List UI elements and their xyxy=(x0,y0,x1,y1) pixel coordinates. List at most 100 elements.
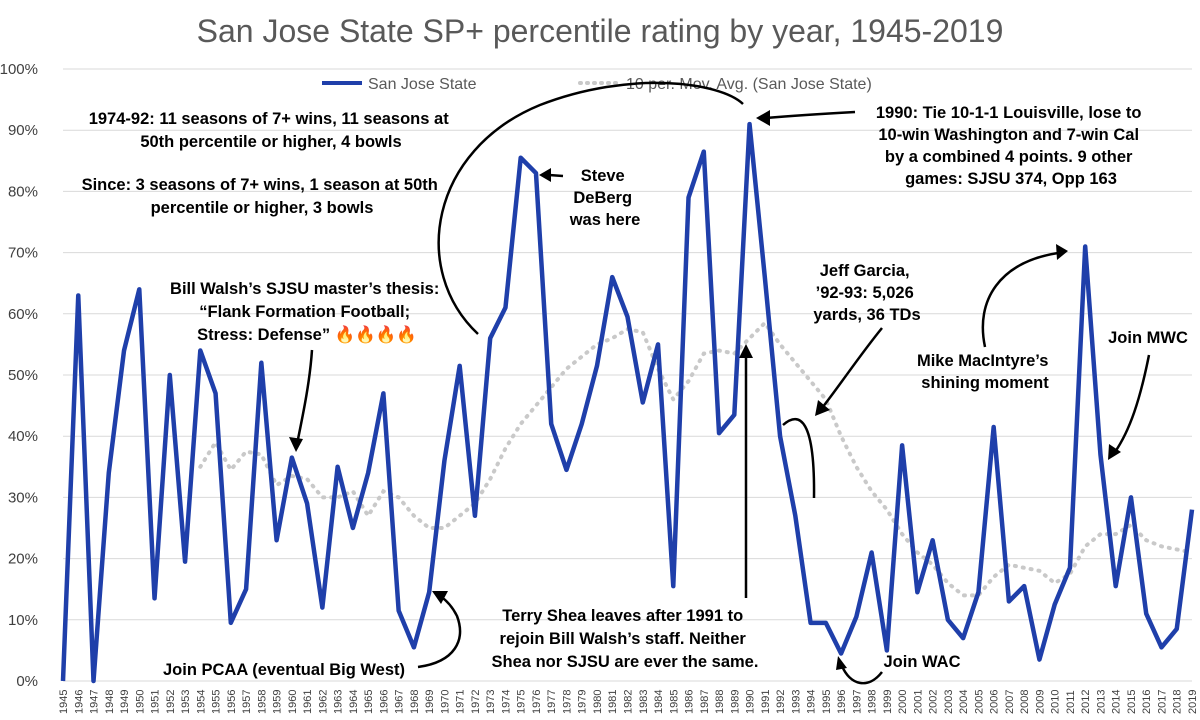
x-tick-label: 1958 xyxy=(256,690,268,714)
x-tick-label: 2015 xyxy=(1126,690,1138,714)
x-tick-label: 1971 xyxy=(455,690,467,714)
x-tick-label: 1991 xyxy=(760,690,772,714)
x-tick-label: 2003 xyxy=(943,690,955,714)
annotation-deberg-line: was here xyxy=(569,211,641,229)
y-tick-label: 80% xyxy=(8,183,38,200)
annotation-walsh-thesis: Bill Walsh’s SJSU master’s thesis: “Flan… xyxy=(170,280,444,344)
annotation-join-wac: Join WAC xyxy=(884,653,961,671)
x-tick-label: 2011 xyxy=(1065,690,1077,714)
annotation-garcia-line: yards, 36 TDs xyxy=(813,306,920,324)
gridlines xyxy=(63,68,1192,682)
x-tick-label: 1990 xyxy=(745,690,757,714)
arrow-wac xyxy=(840,665,883,685)
annotation-since-stats-line: percentile or higher, 3 bowls xyxy=(151,199,374,217)
arrow-1990 xyxy=(765,110,856,120)
x-tick-label: 1984 xyxy=(653,690,665,714)
x-tick-label: 2018 xyxy=(1172,690,1184,714)
x-tick-label: 1963 xyxy=(333,690,345,714)
x-tick-label: 1959 xyxy=(272,690,284,714)
annotation-macintyre-line: shining moment xyxy=(921,374,1049,392)
arrow-mwc xyxy=(1113,354,1151,453)
annotation-deberg: Steve DeBerg was here xyxy=(569,167,641,229)
x-tick-label: 1980 xyxy=(592,690,604,714)
x-tick-label: 1961 xyxy=(302,690,314,714)
annotation-walsh-thesis-line: Stress: Defense” 🔥🔥🔥🔥 xyxy=(197,325,417,344)
arrowhead-mwc xyxy=(1108,444,1121,460)
annotation-macintyre-line: Mike MacIntyre’s xyxy=(917,352,1048,370)
annotation-join-mwc-line: Join MWC xyxy=(1108,329,1188,347)
arrow-walsh xyxy=(295,349,314,445)
series-line-sjsu xyxy=(60,121,1195,684)
y-tick-label: 90% xyxy=(8,122,38,139)
x-tick-label: 2014 xyxy=(1111,690,1123,714)
x-tick-label: 2000 xyxy=(897,690,909,714)
annotation-garcia-line: ’92-93: 5,026 xyxy=(816,284,914,302)
x-tick-label: 1992 xyxy=(775,690,787,714)
y-tick-label: 70% xyxy=(8,245,38,262)
y-tick-label: 20% xyxy=(8,551,38,568)
annotation-since-stats-line: Since: 3 seasons of 7+ wins, 1 season at… xyxy=(82,176,438,194)
x-tick-label: 2016 xyxy=(1141,690,1153,714)
x-tick-label: 1978 xyxy=(561,690,573,714)
x-tick-label: 1989 xyxy=(729,690,741,714)
legend: San Jose State 10 per. Mov. Avg. (San Jo… xyxy=(322,76,872,93)
x-tick-label: 1957 xyxy=(241,690,253,714)
annotation-walsh-thesis-line: Bill Walsh’s SJSU master’s thesis: xyxy=(170,280,439,298)
x-tick-label: 1954 xyxy=(195,690,207,714)
annotation-shea: Terry Shea leaves after 1991 to rejoin B… xyxy=(492,607,759,671)
y-tick-label: 60% xyxy=(8,306,38,323)
annotation-early-stats-line: 1974-92: 11 seasons of 7+ wins, 11 seaso… xyxy=(89,110,450,128)
legend-label-sjsu: San Jose State xyxy=(368,76,477,93)
x-tick-label: 1977 xyxy=(546,690,558,714)
annotation-1990-line: 10-win Washington and 7-win Cal xyxy=(878,126,1139,144)
annotation-join-pcaa: Join PCAA (eventual Big West) xyxy=(163,661,405,679)
x-tick-label: 2007 xyxy=(1004,690,1016,714)
x-tick-label: 1998 xyxy=(867,690,879,714)
annotation-since-stats: Since: 3 seasons of 7+ wins, 1 season at… xyxy=(82,176,443,217)
x-tick-label: 2019 xyxy=(1187,690,1199,714)
annotation-shea-line: rejoin Bill Walsh’s staff. Neither xyxy=(500,630,747,648)
series-group xyxy=(60,121,1195,684)
annotation-1990-line: by a combined 4 points. 9 other xyxy=(885,148,1133,166)
arrowhead-macintyre xyxy=(1056,244,1068,260)
x-tick-label: 1987 xyxy=(699,690,711,714)
x-tick-label: 1952 xyxy=(165,690,177,714)
x-tick-label: 1964 xyxy=(348,690,360,714)
x-tick-label: 1955 xyxy=(211,690,223,714)
x-tick-label: 1988 xyxy=(714,690,726,714)
arrowhead-deberg xyxy=(539,168,551,182)
arrow-1990-loop xyxy=(437,81,744,335)
x-tick-label: 1983 xyxy=(638,690,650,714)
x-tick-label: 1950 xyxy=(134,690,146,714)
x-tick-label: 1949 xyxy=(119,690,131,714)
arrow-garcia-hook xyxy=(782,417,816,499)
x-axis-ticks: 1945 1946 1947 1948 1949 1950 1951 1952 1953 1954… xyxy=(58,690,1199,714)
annotation-deberg-line: DeBerg xyxy=(573,189,632,207)
annotation-garcia: Jeff Garcia, ’92-93: 5,026 yards, 36 TDs xyxy=(813,262,920,324)
y-axis-ticks: 0% 10% 20% 30% 40% 50% 60% 70% 80% 90% 100% xyxy=(0,61,38,690)
y-tick-label: 30% xyxy=(8,489,38,506)
arrow-garcia xyxy=(821,327,883,409)
x-tick-label: 1996 xyxy=(836,690,848,714)
x-tick-label: 1946 xyxy=(73,690,85,714)
annotation-1990-line: 1990: Tie 10-1-1 Louisville, lose to xyxy=(876,104,1142,122)
arrow-macintyre xyxy=(981,251,1059,348)
x-tick-label: 2010 xyxy=(1050,690,1062,714)
arrow-pcaa xyxy=(417,594,462,669)
x-tick-label: 1975 xyxy=(516,690,528,714)
annotation-join-mwc: Join MWC xyxy=(1108,329,1188,347)
x-tick-label: 1986 xyxy=(684,690,696,714)
x-tick-label: 2013 xyxy=(1095,690,1107,714)
arrowhead-walsh xyxy=(289,437,303,452)
x-tick-label: 2001 xyxy=(912,690,924,714)
arrowhead-1990 xyxy=(756,110,770,126)
annotation-walsh-thesis-line: “Flank Formation Football; xyxy=(199,303,410,321)
x-tick-label: 1973 xyxy=(485,690,497,714)
arrow-deberg xyxy=(548,173,564,178)
x-tick-label: 1982 xyxy=(623,690,635,714)
x-tick-label: 1967 xyxy=(394,690,406,714)
x-tick-label: 1970 xyxy=(439,690,451,714)
x-tick-label: 1981 xyxy=(607,690,619,714)
annotation-macintyre: Mike MacIntyre’s shining moment xyxy=(917,352,1053,392)
